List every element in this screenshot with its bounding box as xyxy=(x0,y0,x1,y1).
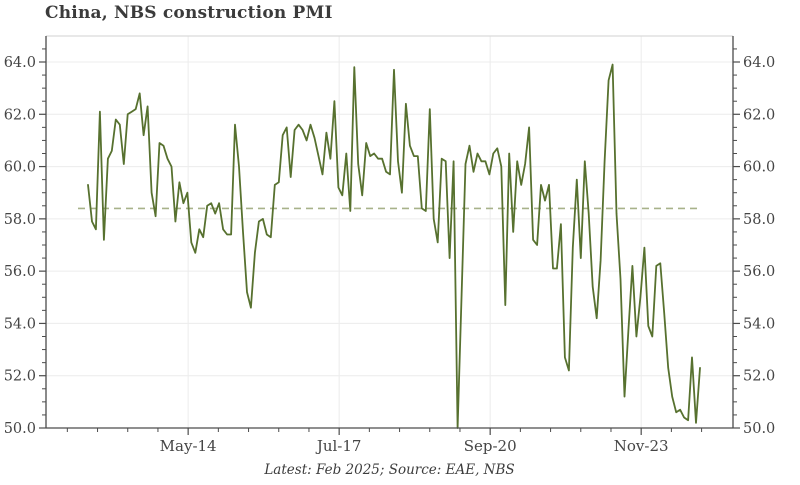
svg-text:64.0: 64.0 xyxy=(743,55,775,71)
svg-text:58.0: 58.0 xyxy=(4,212,36,228)
svg-text:54.0: 54.0 xyxy=(743,316,775,332)
x-axis: May-14 Jul-17 Sep-20 Nov-23 xyxy=(66,428,703,455)
chart-title: China, NBS construction PMI xyxy=(45,3,333,23)
y-axis-left: 50.0 52.0 54.0 56.0 58.0 60.0 62.0 64.0 xyxy=(4,48,46,437)
y-axis-right: 50.0 52.0 54.0 56.0 58.0 60.0 62.0 64.0 xyxy=(733,48,775,437)
axes-spines xyxy=(45,36,734,429)
svg-text:Sep-20: Sep-20 xyxy=(464,437,517,455)
svg-text:64.0: 64.0 xyxy=(4,55,36,71)
gridlines xyxy=(46,35,733,428)
svg-text:58.0: 58.0 xyxy=(743,212,775,228)
svg-text:56.0: 56.0 xyxy=(4,264,36,280)
chart-caption: Latest: Feb 2025; Source: EAE, NBS xyxy=(264,462,515,478)
svg-text:50.0: 50.0 xyxy=(743,421,775,437)
svg-text:Nov-23: Nov-23 xyxy=(614,437,669,455)
svg-text:52.0: 52.0 xyxy=(4,369,36,385)
svg-text:May-14: May-14 xyxy=(160,437,217,455)
svg-text:50.0: 50.0 xyxy=(4,421,36,437)
svg-text:60.0: 60.0 xyxy=(4,160,36,176)
svg-text:52.0: 52.0 xyxy=(743,369,775,385)
svg-text:54.0: 54.0 xyxy=(4,316,36,332)
pmi-series-line xyxy=(87,63,701,429)
svg-text:62.0: 62.0 xyxy=(4,107,36,123)
svg-text:62.0: 62.0 xyxy=(743,107,775,123)
svg-text:60.0: 60.0 xyxy=(743,160,775,176)
svg-text:56.0: 56.0 xyxy=(743,264,775,280)
svg-text:Jul-17: Jul-17 xyxy=(315,437,362,455)
